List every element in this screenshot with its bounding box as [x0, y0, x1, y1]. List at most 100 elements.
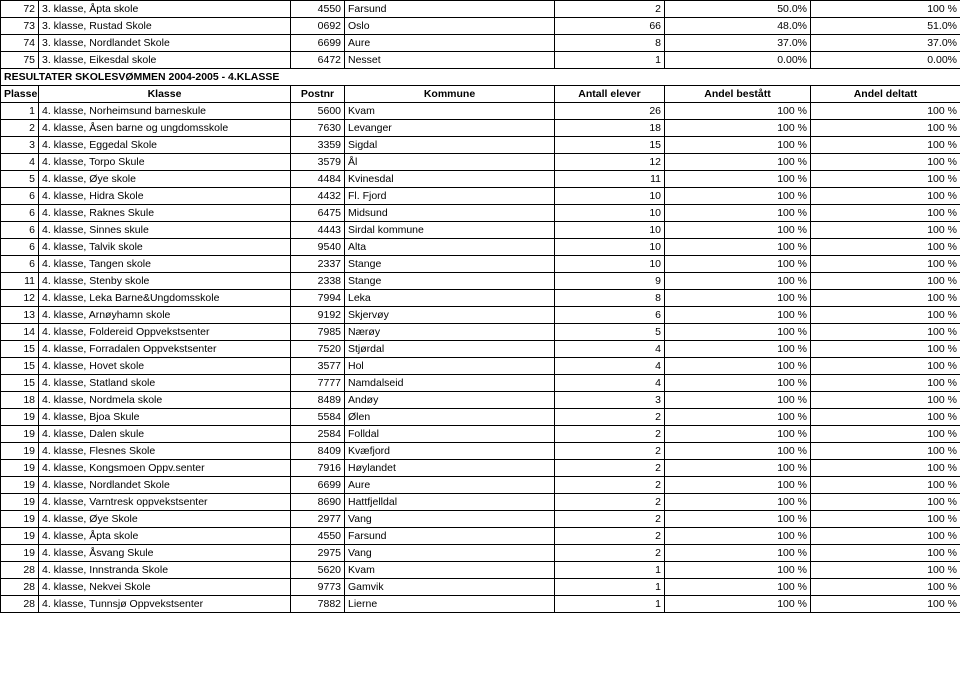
cell-deltatt: 100 % [811, 1, 960, 18]
table-row: 194. klasse, Bjoa Skule5584Ølen2100 %100… [1, 409, 960, 426]
cell-elever: 8 [555, 290, 665, 307]
cell-elever: 2 [555, 528, 665, 545]
cell-elever: 2 [555, 545, 665, 562]
cell-bestatt: 100 % [665, 460, 811, 477]
cell-class: 4. klasse, Eggedal Skole [39, 137, 291, 154]
cell-elever: 1 [555, 52, 665, 69]
cell-class: 3. klasse, Rustad Skole [39, 18, 291, 35]
cell-deltatt: 37.0% [811, 35, 960, 52]
cell-kommune: Sigdal [345, 137, 555, 154]
cell-kommune: Skjervøy [345, 307, 555, 324]
cell-bestatt: 100 % [665, 392, 811, 409]
cell-postnr: 2338 [291, 273, 345, 290]
cell-postnr: 7994 [291, 290, 345, 307]
cell-deltatt: 100 % [811, 103, 960, 120]
cell-deltatt: 100 % [811, 188, 960, 205]
cell-postnr: 9540 [291, 239, 345, 256]
cell-postnr: 9773 [291, 579, 345, 596]
cell-deltatt: 100 % [811, 171, 960, 188]
cell-kommune: Farsund [345, 528, 555, 545]
cell-place: 74 [1, 35, 39, 52]
cell-place: 6 [1, 239, 39, 256]
cell-elever: 4 [555, 358, 665, 375]
cell-class: 4. klasse, Talvik skole [39, 239, 291, 256]
cell-place: 19 [1, 426, 39, 443]
cell-place: 15 [1, 358, 39, 375]
cell-deltatt: 100 % [811, 494, 960, 511]
cell-class: 4. klasse, Sinnes skule [39, 222, 291, 239]
cell-postnr: 7777 [291, 375, 345, 392]
cell-elever: 1 [555, 579, 665, 596]
cell-deltatt: 0.00% [811, 52, 960, 69]
section-title-row: RESULTATER SKOLESVØMMEN 2004-2005 - 4.KL… [1, 69, 960, 86]
cell-place: 75 [1, 52, 39, 69]
cell-elever: 15 [555, 137, 665, 154]
cell-elever: 10 [555, 205, 665, 222]
cell-bestatt: 100 % [665, 426, 811, 443]
cell-kommune: Kvam [345, 103, 555, 120]
cell-elever: 2 [555, 426, 665, 443]
cell-kommune: Oslo [345, 18, 555, 35]
cell-postnr: 8690 [291, 494, 345, 511]
cell-kommune: Ål [345, 154, 555, 171]
cell-class: 4. klasse, Øye skole [39, 171, 291, 188]
cell-bestatt: 100 % [665, 545, 811, 562]
cell-place: 19 [1, 477, 39, 494]
table-row: 184. klasse, Nordmela skole8489Andøy3100… [1, 392, 960, 409]
cell-deltatt: 100 % [811, 324, 960, 341]
table-row: 284. klasse, Innstranda Skole5620Kvam110… [1, 562, 960, 579]
cell-deltatt: 100 % [811, 562, 960, 579]
cell-place: 1 [1, 103, 39, 120]
cell-place: 5 [1, 171, 39, 188]
cell-kommune: Alta [345, 239, 555, 256]
cell-elever: 2 [555, 511, 665, 528]
cell-kommune: Stange [345, 273, 555, 290]
cell-elever: 10 [555, 222, 665, 239]
cell-place: 6 [1, 205, 39, 222]
cell-postnr: 5620 [291, 562, 345, 579]
cell-class: 4. klasse, Tunnsjø Oppvekstsenter [39, 596, 291, 613]
cell-place: 73 [1, 18, 39, 35]
cell-kommune: Fl. Fjord [345, 188, 555, 205]
section-title: RESULTATER SKOLESVØMMEN 2004-2005 - 4.KL… [1, 69, 960, 86]
table-row: 24. klasse, Åsen barne og ungdomsskole76… [1, 120, 960, 137]
cell-postnr: 6472 [291, 52, 345, 69]
cell-elever: 11 [555, 171, 665, 188]
cell-deltatt: 100 % [811, 409, 960, 426]
cell-class: 4. klasse, Flesnes Skole [39, 443, 291, 460]
cell-class: 4. klasse, Leka Barne&Ungdomsskole [39, 290, 291, 307]
cell-place: 19 [1, 409, 39, 426]
cell-bestatt: 100 % [665, 341, 811, 358]
cell-class: 4. klasse, Åpta skole [39, 528, 291, 545]
table-row: 34. klasse, Eggedal Skole3359Sigdal15100… [1, 137, 960, 154]
table-row: 144. klasse, Foldereid Oppvekstsenter798… [1, 324, 960, 341]
header-post: Postnr [291, 86, 345, 103]
cell-elever: 1 [555, 562, 665, 579]
table-row: 194. klasse, Varntresk oppvekstsenter869… [1, 494, 960, 511]
cell-kommune: Vang [345, 511, 555, 528]
cell-postnr: 7985 [291, 324, 345, 341]
cell-elever: 6 [555, 307, 665, 324]
cell-elever: 12 [555, 154, 665, 171]
table-row: 124. klasse, Leka Barne&Ungdomsskole7994… [1, 290, 960, 307]
cell-class: 3. klasse, Åpta skole [39, 1, 291, 18]
cell-bestatt: 100 % [665, 154, 811, 171]
cell-class: 4. klasse, Øye Skole [39, 511, 291, 528]
cell-elever: 18 [555, 120, 665, 137]
cell-deltatt: 100 % [811, 426, 960, 443]
table-row: 743. klasse, Nordlandet Skole6699Aure837… [1, 35, 960, 52]
cell-kommune: Aure [345, 477, 555, 494]
cell-postnr: 4484 [291, 171, 345, 188]
cell-bestatt: 37.0% [665, 35, 811, 52]
cell-deltatt: 100 % [811, 222, 960, 239]
cell-bestatt: 100 % [665, 273, 811, 290]
cell-bestatt: 100 % [665, 120, 811, 137]
cell-kommune: Kvinesdal [345, 171, 555, 188]
cell-postnr: 4443 [291, 222, 345, 239]
cell-bestatt: 100 % [665, 205, 811, 222]
cell-deltatt: 100 % [811, 545, 960, 562]
cell-postnr: 4432 [291, 188, 345, 205]
table-row: 134. klasse, Arnøyhamn skole9192Skjervøy… [1, 307, 960, 324]
cell-bestatt: 100 % [665, 562, 811, 579]
cell-kommune: Sirdal kommune [345, 222, 555, 239]
